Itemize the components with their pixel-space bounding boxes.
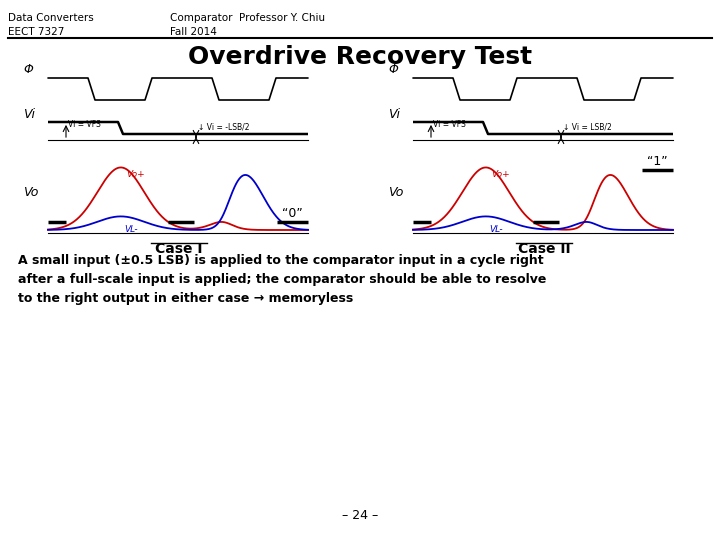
Text: Vi = VFS: Vi = VFS — [433, 120, 466, 129]
Text: VL-: VL- — [124, 225, 138, 234]
Text: ↓ Vi = LSB/2: ↓ Vi = LSB/2 — [563, 123, 612, 132]
Text: Φ: Φ — [23, 63, 33, 76]
Text: Comparator  Professor Y. Chiu
Fall 2014: Comparator Professor Y. Chiu Fall 2014 — [170, 13, 325, 37]
Text: – 24 –: – 24 – — [342, 509, 378, 522]
Text: Case I: Case I — [156, 242, 203, 256]
Text: VL-: VL- — [489, 225, 503, 234]
Text: Vo: Vo — [388, 186, 403, 199]
Text: “0”: “0” — [282, 207, 303, 220]
Text: Case II: Case II — [518, 242, 570, 256]
Text: Vi: Vi — [388, 108, 400, 121]
Text: Overdrive Recovery Test: Overdrive Recovery Test — [188, 45, 532, 69]
Text: Vi = VFS: Vi = VFS — [68, 120, 101, 129]
Text: ↓ Vi = -LSB/2: ↓ Vi = -LSB/2 — [198, 123, 250, 132]
Text: Vi: Vi — [23, 108, 35, 121]
Text: A small input (±0.5 LSB) is applied to the comparator input in a cycle right
aft: A small input (±0.5 LSB) is applied to t… — [18, 254, 546, 305]
Text: Data Converters
EECT 7327: Data Converters EECT 7327 — [8, 13, 94, 37]
Text: Vo+: Vo+ — [491, 170, 510, 179]
Text: Φ: Φ — [388, 63, 398, 76]
Text: Vo+: Vo+ — [126, 170, 145, 179]
Text: Vo: Vo — [23, 186, 38, 199]
Text: “1”: “1” — [647, 155, 668, 168]
